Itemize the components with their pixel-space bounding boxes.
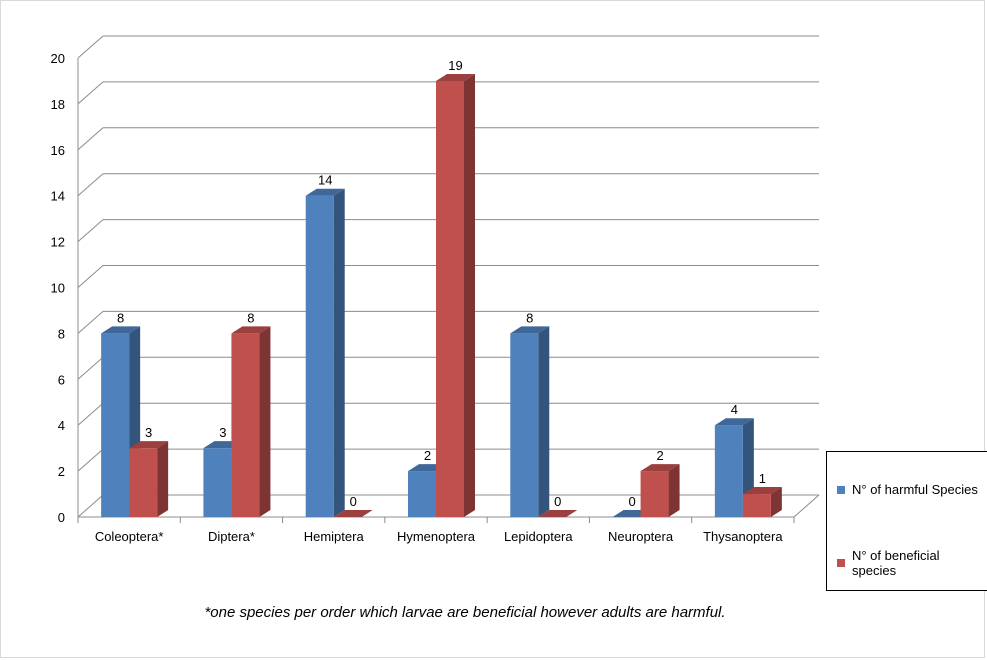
- y-tick-label: 16: [51, 143, 65, 158]
- bar: [510, 326, 550, 517]
- y-tick-label: 10: [51, 281, 65, 296]
- y-tick-label: 8: [58, 326, 65, 341]
- legend-swatch-harmful: [837, 485, 845, 494]
- x-tick-label: Hymenoptera: [397, 529, 476, 544]
- chart-legend: N° of harmful Species N° of beneficial s…: [826, 451, 987, 591]
- gridline: [77, 35, 819, 59]
- data-label: 1: [759, 471, 766, 486]
- data-label: 2: [424, 448, 431, 463]
- bar: [436, 73, 475, 517]
- y-tick-label: 6: [58, 372, 65, 387]
- data-label: 0: [554, 494, 561, 509]
- data-label: 0: [350, 494, 357, 509]
- y-tick-label: 0: [58, 510, 65, 525]
- y-tick-label: 18: [51, 97, 65, 112]
- y-tick-label: 14: [51, 189, 65, 204]
- data-label: 14: [318, 173, 332, 188]
- chart-footnote: *one species per order which larvae are …: [204, 604, 726, 621]
- x-tick-label: Hemiptera: [304, 529, 365, 544]
- legend-item-beneficial: N° of beneficial species: [837, 548, 987, 578]
- data-label: 19: [448, 58, 462, 73]
- bar: [231, 326, 271, 517]
- y-tick-label: 4: [58, 418, 65, 433]
- bar-layer: [101, 73, 782, 517]
- legend-label-harmful: N° of harmful Species: [852, 482, 978, 497]
- data-label: 8: [247, 310, 254, 325]
- data-label: 8: [526, 310, 533, 325]
- x-tick-label: Diptera*: [208, 529, 255, 544]
- y-tick-label: 12: [51, 235, 65, 250]
- bar: [305, 188, 345, 517]
- y-tick-label: 20: [51, 51, 65, 66]
- x-tick-label: Lepidoptera: [504, 529, 573, 544]
- bar: [538, 510, 578, 517]
- data-label: 3: [145, 425, 152, 440]
- x-tick-label: Neuroptera: [608, 529, 674, 544]
- x-tick-label: Thysanoptera: [703, 529, 783, 544]
- y-tick-label: 2: [58, 464, 65, 479]
- bar: [101, 326, 141, 517]
- data-label: 3: [219, 425, 226, 440]
- legend-item-harmful: N° of harmful Species: [837, 482, 978, 497]
- bar: [640, 464, 680, 517]
- x-tick-label: Coleoptera*: [95, 529, 164, 544]
- legend-swatch-beneficial: [837, 559, 845, 567]
- data-label: 8: [117, 310, 124, 325]
- bar: [333, 510, 373, 517]
- data-label: 0: [628, 494, 635, 509]
- bar: [129, 441, 169, 517]
- data-label: 2: [656, 448, 663, 463]
- legend-label-beneficial: N° of beneficial species: [851, 548, 940, 578]
- data-label: 4: [731, 402, 738, 417]
- bar: [742, 487, 782, 517]
